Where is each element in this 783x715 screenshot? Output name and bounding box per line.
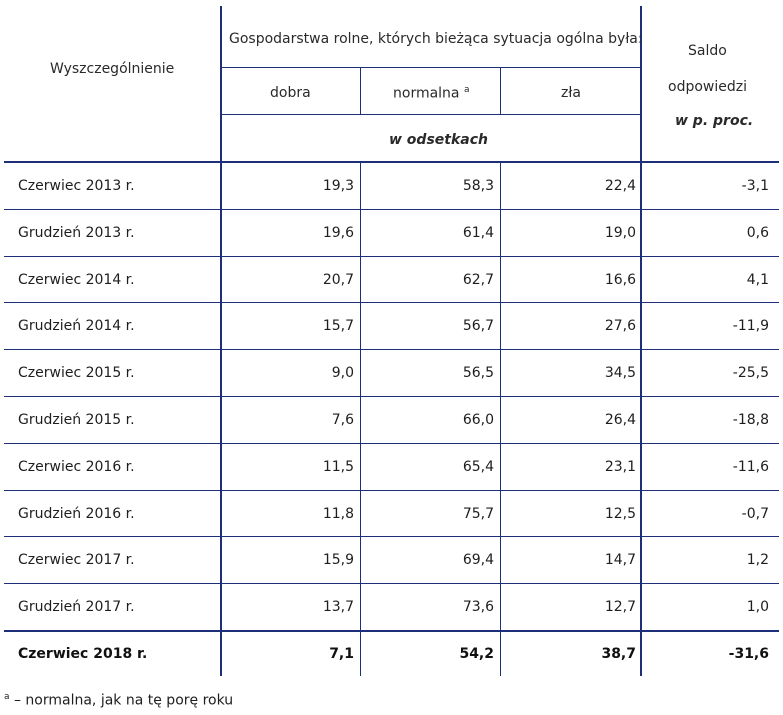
cell-period: Grudzień 2016 r. (18, 505, 135, 522)
vline-3-body (500, 162, 501, 676)
cell-saldo: 4,1 (746, 271, 769, 288)
cell-good: 19,6 (322, 224, 354, 241)
cell-normal: 58,3 (462, 178, 494, 194)
col-label: Wyszczególnienie (50, 61, 175, 77)
cell-saldo: 1,0 (746, 599, 769, 616)
vline-2-body (360, 162, 361, 676)
cell-saldo: -31,6 (728, 646, 769, 662)
table-row: Czerwiec 2014 r. 20,7 62,7 16,6 4,1 (4, 257, 779, 304)
row-rule (4, 629, 779, 632)
saldo-line1: Saldo (688, 43, 727, 59)
cell-bad: 19,0 (604, 224, 636, 241)
cell-bad: 26,4 (604, 412, 636, 428)
cell-good: 7,6 (331, 412, 354, 428)
header-bottom-rule (4, 161, 779, 163)
cell-bad: 27,6 (604, 318, 636, 335)
cell-bad: 22,4 (604, 178, 636, 194)
footnote: a – normalna, jak na tę porę roku (4, 692, 233, 709)
row-rule (4, 255, 779, 257)
cell-normal: 66,0 (462, 412, 494, 428)
header-rule-2 (221, 114, 641, 115)
cell-saldo: -18,8 (732, 412, 769, 428)
cell-good: 11,5 (322, 458, 354, 475)
vline-4 (640, 6, 642, 676)
cell-good: 11,8 (322, 505, 354, 522)
cell-normal: 56,5 (462, 365, 494, 382)
cell-good: 19,3 (322, 178, 354, 194)
footnote-mark: a (4, 692, 10, 702)
footnote-text: – normalna, jak na tę porę roku (9, 692, 234, 709)
col-normal-sup: a (463, 85, 470, 95)
cell-good: 15,9 (322, 552, 354, 569)
col-normal: normalna a (393, 85, 469, 102)
table-row: Grudzień 2014 r. 15,7 56,7 27,6 -11,9 (4, 303, 779, 351)
cell-period: Czerwiec 2016 r. (18, 458, 135, 475)
row-rule (4, 536, 779, 538)
vline-3 (500, 67, 501, 115)
row-rule (4, 442, 779, 444)
row-rule (4, 395, 779, 397)
col-bad: zła (561, 85, 581, 101)
cell-normal: 54,2 (459, 646, 494, 662)
cell-saldo: -3,1 (741, 178, 769, 194)
cell-normal: 62,7 (462, 271, 494, 288)
cell-period: Czerwiec 2014 r. (18, 271, 135, 288)
cell-period: Czerwiec 2018 r. (18, 646, 148, 662)
table-row: Czerwiec 2013 r. 19,3 58,3 22,4 -3,1 (4, 163, 779, 210)
cell-saldo: -0,7 (741, 505, 769, 522)
cell-bad: 23,1 (604, 458, 636, 475)
table-row: Grudzień 2016 r. 11,8 75,7 12,5 -0,7 (4, 491, 779, 538)
cell-good: 9,0 (331, 365, 354, 382)
cell-normal: 56,7 (462, 318, 494, 335)
row-rule (4, 302, 779, 304)
table-row: Grudzień 2015 r. 7,6 66,0 26,4 -18,8 (4, 397, 779, 444)
cell-period: Czerwiec 2017 r. (18, 552, 135, 569)
cell-bad: 34,5 (604, 365, 636, 382)
row-rule (4, 208, 779, 210)
table-row: Czerwiec 2015 r. 9,0 56,5 34,5 -25,5 (4, 350, 779, 397)
cell-good: 15,7 (322, 318, 354, 335)
cell-bad: 38,7 (601, 646, 636, 662)
cell-period: Grudzień 2013 r. (18, 224, 135, 241)
cell-bad: 14,7 (604, 552, 636, 569)
table-row: Czerwiec 2018 r. 7,1 54,2 38,7 -31,6 (4, 631, 779, 678)
cell-bad: 12,7 (604, 599, 636, 616)
cell-period: Grudzień 2017 r. (18, 599, 135, 616)
vline-2 (360, 67, 361, 115)
table-row: Czerwiec 2016 r. 11,5 65,4 23,1 -11,6 (4, 444, 779, 491)
table-row: Grudzień 2017 r. 13,7 73,6 12,7 1,0 (4, 584, 779, 632)
group-title: Gospodarstwa rolne, których bieżąca sytu… (229, 31, 643, 47)
vline-1 (220, 6, 222, 676)
cell-normal: 69,4 (462, 552, 494, 569)
cell-normal: 65,4 (462, 458, 494, 475)
cell-bad: 12,5 (604, 505, 636, 522)
cell-good: 7,1 (329, 646, 354, 662)
col-good: dobra (270, 85, 311, 101)
col-normal-label: normalna (393, 85, 460, 102)
cell-saldo: -25,5 (732, 365, 769, 382)
row-rule (4, 583, 779, 585)
cell-saldo: -11,9 (732, 318, 769, 335)
cell-good: 13,7 (322, 599, 354, 616)
header-rule-1 (221, 67, 641, 68)
cell-good: 20,7 (322, 271, 354, 288)
cell-normal: 61,4 (462, 224, 494, 241)
table-row: Grudzień 2013 r. 19,6 61,4 19,0 0,6 (4, 210, 779, 257)
table-row: Czerwiec 2017 r. 15,9 69,4 14,7 1,2 (4, 537, 779, 585)
row-rule (4, 349, 779, 351)
cell-normal: 75,7 (462, 505, 494, 522)
cell-period: Czerwiec 2013 r. (18, 178, 135, 194)
saldo-unit: w p. proc. (675, 113, 754, 129)
cell-saldo: 0,6 (746, 224, 769, 241)
cell-period: Grudzień 2014 r. (18, 318, 135, 335)
cell-period: Grudzień 2015 r. (18, 412, 135, 428)
unit-label: w odsetkach (389, 132, 488, 148)
cell-normal: 73,6 (462, 599, 494, 616)
saldo-line2: odpowiedzi (668, 79, 747, 95)
row-rule (4, 489, 779, 491)
cell-saldo: -11,6 (732, 458, 769, 475)
cell-bad: 16,6 (604, 271, 636, 288)
cell-saldo: 1,2 (746, 552, 769, 569)
cell-period: Czerwiec 2015 r. (18, 365, 135, 382)
